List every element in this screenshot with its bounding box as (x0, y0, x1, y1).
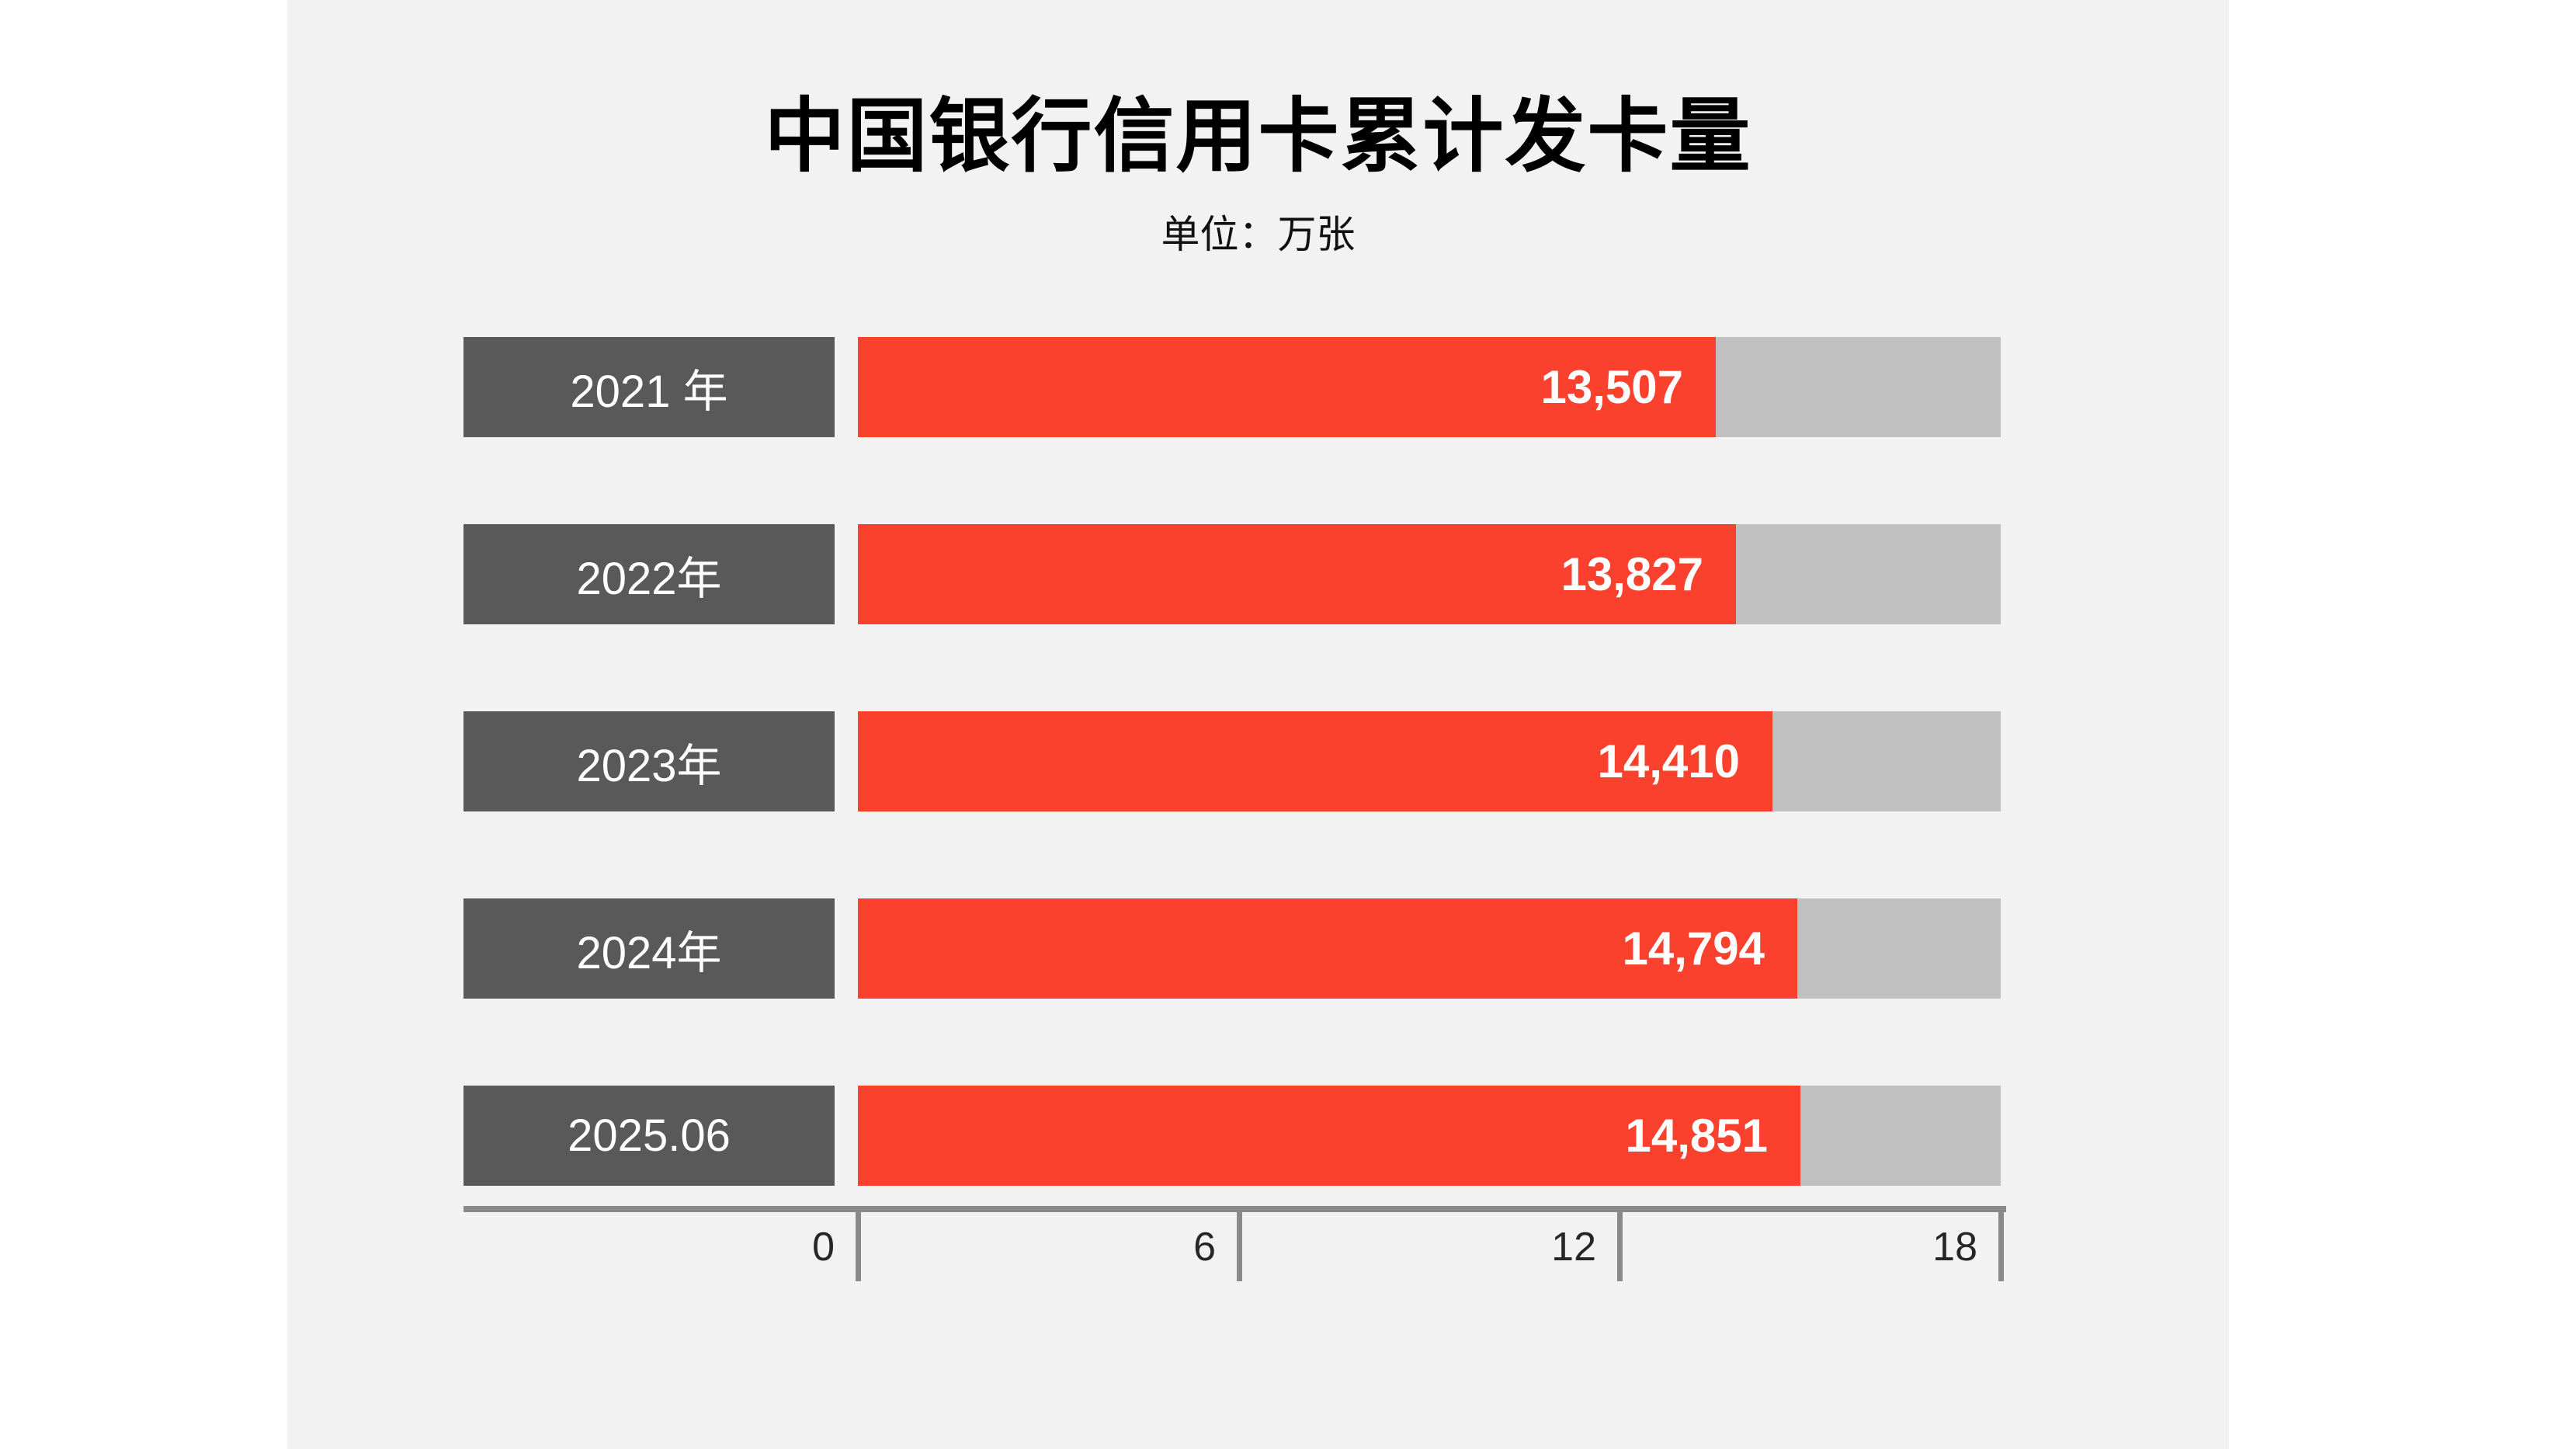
bar-track: 14,410 (858, 711, 2001, 811)
chart-unit-label: 单位：万张 (1161, 213, 1356, 256)
x-axis-tick-label: 18 (1932, 1225, 1977, 1270)
bar-track: 14,851 (858, 1086, 2001, 1186)
x-axis-tick (1617, 1206, 1623, 1281)
category-label: 2022年 (576, 553, 722, 604)
bar-fill: 14,794 (858, 898, 1797, 999)
bar-fill: 14,851 (858, 1086, 1800, 1186)
bar-value-label: 13,827 (1561, 548, 1703, 600)
x-axis-tick (1237, 1206, 1242, 1281)
chart-row: 2023年 14,410 (463, 711, 2001, 811)
x-axis-tick-label: 6 (1193, 1225, 1216, 1270)
category-label-box: 2024年 (463, 898, 835, 999)
bar-value-label: 14,851 (1625, 1110, 1768, 1162)
category-label: 2025.06 (568, 1110, 731, 1161)
row-spacer (835, 337, 858, 437)
category-label-box: 2023年 (463, 711, 835, 811)
category-label-box: 2021 年 (463, 337, 835, 437)
row-spacer (835, 1086, 858, 1186)
bar-fill: 14,410 (858, 711, 1772, 811)
row-spacer (835, 898, 858, 999)
category-label: 2021 年 (570, 366, 728, 417)
bar-track: 14,794 (858, 898, 2001, 999)
bar-value-label: 14,794 (1622, 923, 1765, 975)
bar-track: 13,507 (858, 337, 2001, 437)
bar-value-label: 13,507 (1540, 361, 1683, 413)
category-label: 2024年 (576, 927, 722, 978)
row-spacer (835, 711, 858, 811)
chart-row: 2021 年 13,507 (463, 337, 2001, 437)
category-label-box: 2025.06 (463, 1086, 835, 1186)
bar-fill: 13,827 (858, 524, 1736, 624)
bar-value-label: 14,410 (1597, 735, 1740, 787)
x-axis-tick (1998, 1206, 2004, 1281)
category-label: 2023年 (576, 740, 722, 791)
x-axis-tick-label: 0 (812, 1225, 835, 1270)
x-axis-line (463, 1206, 2006, 1212)
chart-row: 2022年 13,827 (463, 524, 2001, 624)
x-axis-tick-label: 12 (1551, 1225, 1596, 1270)
category-label-box: 2022年 (463, 524, 835, 624)
x-axis-tick (856, 1206, 861, 1281)
chart-row: 2024年 14,794 (463, 898, 2001, 999)
chart-title: 中国银行信用卡累计发卡量 (764, 92, 1752, 182)
chart-row: 2025.06 14,851 (463, 1086, 2001, 1186)
bar-track: 13,827 (858, 524, 2001, 624)
row-spacer (835, 524, 858, 624)
bar-fill: 13,507 (858, 337, 1716, 437)
